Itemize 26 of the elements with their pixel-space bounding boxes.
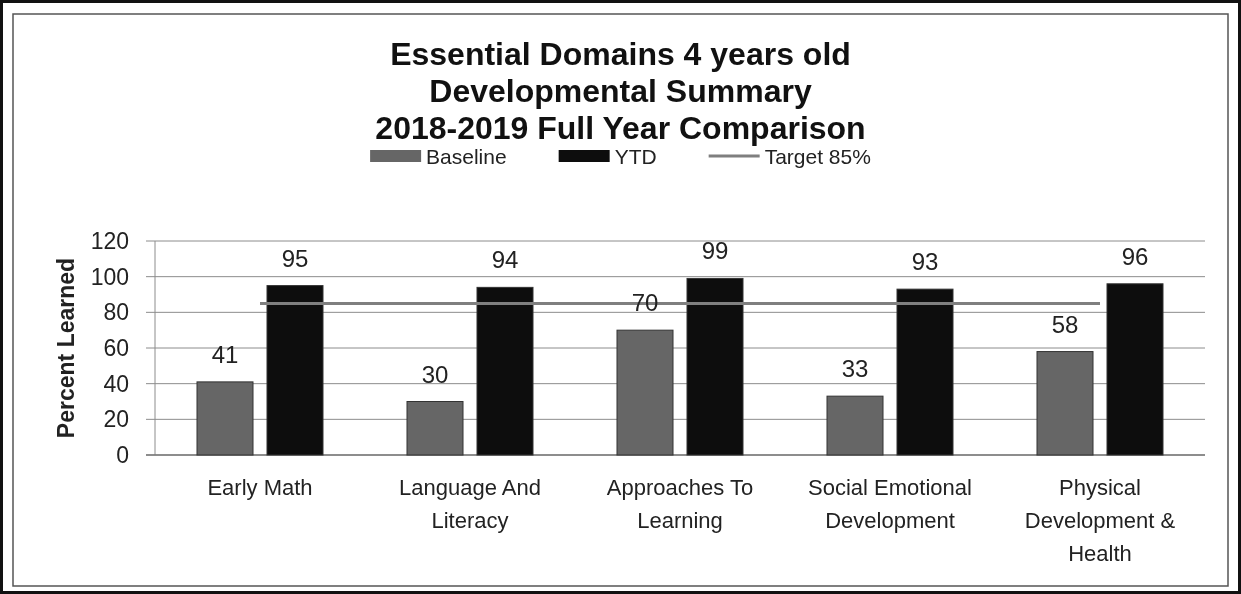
data-label: 41 [211,340,239,368]
x-tick-label: Language And Literacy [399,475,541,533]
x-tick-label: Physical Development & Health [1024,475,1176,566]
data-label: 99 [701,237,729,265]
legend-label: Target 85% [764,144,871,168]
chart-title: Essential Domains 4 years old Developmental Summary 2018-2019 Full Year Comparison [375,36,866,146]
y-tick-label: 60 [103,335,129,361]
y-tick-label: 20 [103,406,129,433]
data-label: 58 [1051,310,1079,338]
data-label: 96 [1121,242,1149,270]
y-tick-label: 40 [103,370,129,397]
y-tick-label: 100 [90,263,129,290]
y-tick-label: 0 [116,442,129,468]
y-tick-label: 80 [103,299,129,326]
legend-label: Baseline [426,144,507,168]
data-label: 94 [491,246,519,274]
data-label: 33 [841,355,869,383]
legend-label: YTD [614,144,657,168]
x-tick-label: Early Math [207,475,313,500]
data-label: 95 [281,244,309,272]
data-label: 30 [421,360,449,388]
data-label: 93 [911,248,939,276]
x-tick-label: Social Emotional Development [808,475,972,533]
y-axis-title: Percent Learned [53,257,79,439]
x-tick-label: Approaches To Learning [606,475,754,533]
y-tick-label: 120 [90,228,129,254]
